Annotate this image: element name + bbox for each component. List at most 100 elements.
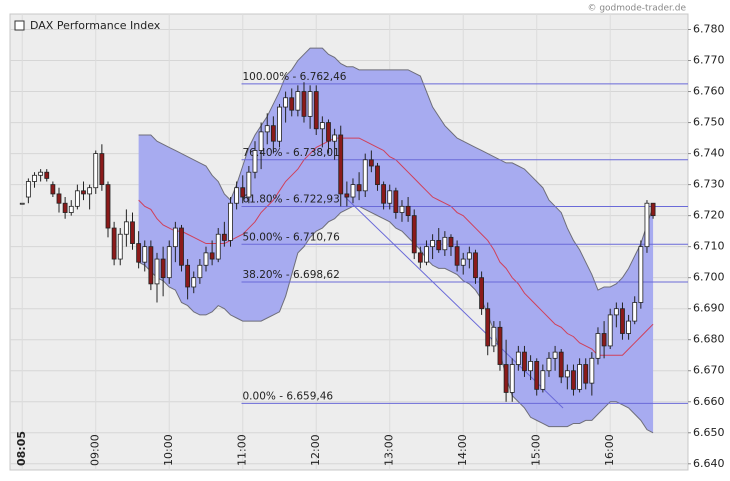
candle-body xyxy=(528,361,533,372)
candle-body xyxy=(283,97,289,108)
fib-label: 50.00% - 6.710,76 xyxy=(243,231,341,243)
candle-body xyxy=(295,91,301,111)
candle-body xyxy=(332,134,338,142)
candle-body xyxy=(240,187,246,198)
candle-body xyxy=(270,125,276,142)
candle-body xyxy=(436,240,442,251)
candle-body xyxy=(638,246,644,303)
candle-body xyxy=(540,370,546,390)
candle-body xyxy=(172,227,178,248)
candle-body xyxy=(491,326,497,347)
legend-label: DAX Performance Index xyxy=(30,19,161,32)
candle-body xyxy=(74,190,80,207)
candle-body xyxy=(375,165,380,186)
candle-body xyxy=(583,364,589,384)
candle-body xyxy=(301,91,307,117)
fib-label: 38.20% - 6.698,62 xyxy=(243,269,340,281)
candle-body xyxy=(442,236,448,251)
candle-body xyxy=(522,351,527,372)
candle-body xyxy=(81,190,86,195)
candle-body xyxy=(393,190,399,213)
candle-body xyxy=(228,202,233,241)
candle-body xyxy=(589,357,595,384)
candle-body xyxy=(289,97,295,111)
x-tick-label: 13:00 xyxy=(383,434,396,466)
candle-body xyxy=(123,221,129,235)
candle-body xyxy=(564,370,570,378)
candle-body xyxy=(221,233,227,241)
candle-body xyxy=(466,252,472,260)
candle-body xyxy=(234,187,240,204)
candle-body xyxy=(626,320,631,334)
fib-label: 0.00% - 6.659,46 xyxy=(243,390,334,402)
candle-body xyxy=(503,364,509,393)
candle-body xyxy=(191,277,197,288)
candle-body xyxy=(448,236,454,248)
band-lower xyxy=(138,205,654,434)
candle-body xyxy=(424,246,429,263)
candle-body xyxy=(601,333,607,347)
candle-body xyxy=(362,159,368,192)
x-tick-label: 08:05 xyxy=(15,431,28,466)
candle-body xyxy=(558,351,564,378)
y-tick-label: 6.740 xyxy=(693,147,725,160)
candle-body xyxy=(130,221,135,244)
candle-body xyxy=(277,106,282,142)
candle-body xyxy=(264,125,270,133)
x-tick-label: 09:00 xyxy=(89,434,102,466)
y-tick-label: 6.760 xyxy=(693,85,725,98)
candle-body xyxy=(479,277,484,310)
candle-body xyxy=(387,190,393,204)
candle-body xyxy=(197,264,203,279)
candle-body xyxy=(571,370,576,390)
candle-body xyxy=(381,184,387,204)
candle-body xyxy=(252,150,258,173)
candle-body xyxy=(215,233,221,260)
y-tick-label: 6.650 xyxy=(693,426,725,439)
y-tick-label: 6.720 xyxy=(693,209,725,222)
y-tick-label: 6.770 xyxy=(693,54,725,67)
band-upper xyxy=(138,47,654,291)
y-tick-label: 6.710 xyxy=(693,240,725,253)
candle-body xyxy=(203,252,209,266)
candle-body xyxy=(552,351,558,359)
candle-body xyxy=(307,91,313,117)
candle-body xyxy=(473,252,478,279)
candle-body xyxy=(613,308,619,316)
candle-body xyxy=(460,258,466,266)
y-tick-label: 6.670 xyxy=(693,364,725,377)
candle-body xyxy=(607,314,613,347)
candle-body xyxy=(509,364,515,393)
candle-body xyxy=(338,134,344,195)
x-tick-label: 12:00 xyxy=(309,434,322,466)
candle-body xyxy=(644,202,650,248)
y-tick-label: 6.680 xyxy=(693,333,725,346)
candle-body xyxy=(111,227,117,260)
candle-body xyxy=(87,187,93,195)
candle-body xyxy=(117,233,123,260)
candle-body xyxy=(399,205,405,213)
x-tick-label: 16:00 xyxy=(603,434,616,466)
candle-body xyxy=(454,246,460,266)
candle-body xyxy=(142,246,148,263)
candle-body xyxy=(185,264,191,288)
candle-body xyxy=(405,205,411,217)
candle-body xyxy=(38,171,44,176)
candle-body xyxy=(344,193,350,198)
y-tick-label: 6.690 xyxy=(693,302,725,315)
candle-body xyxy=(546,357,552,372)
candle-body xyxy=(105,184,111,229)
candle-body xyxy=(50,184,56,195)
candle-body xyxy=(93,153,99,189)
candle-body xyxy=(160,258,166,279)
y-tick-label: 6.640 xyxy=(693,457,725,470)
source: © godmode-trader.de xyxy=(587,4,686,14)
y-tick-label: 6.780 xyxy=(693,23,725,36)
candle-body xyxy=(56,193,62,204)
candle-body xyxy=(246,171,252,198)
candle-body xyxy=(411,215,417,254)
candle-body xyxy=(313,91,319,130)
candle-body xyxy=(620,308,625,334)
candle-body xyxy=(148,246,154,285)
